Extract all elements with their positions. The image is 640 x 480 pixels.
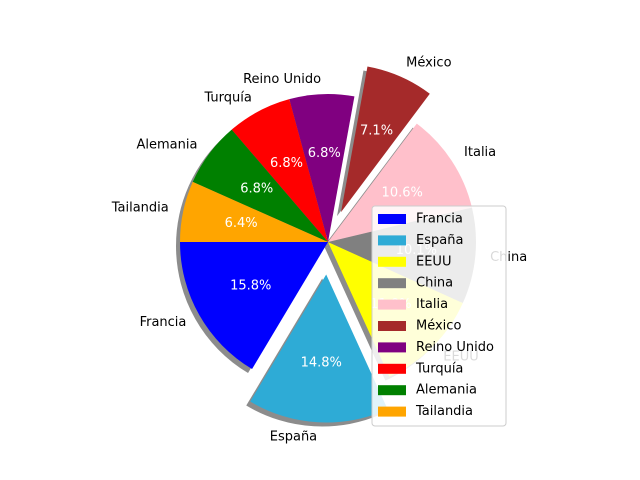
category-label-italia: Italia	[464, 145, 496, 160]
pie-slice-turquia	[231, 99, 328, 242]
category-label-turquia: Turquía	[203, 91, 251, 106]
category-label-alemania: Alemania	[136, 137, 197, 152]
legend-swatch-italia	[378, 299, 406, 310]
category-label-francia: Francia	[140, 315, 187, 330]
category-label-mexico: México	[406, 55, 451, 70]
legend-swatch-turquia	[378, 363, 406, 374]
legend-swatch-tailandia	[378, 406, 406, 417]
category-label-reino-unido: Reino Unido	[243, 72, 321, 87]
legend-swatch-alemania	[378, 385, 406, 396]
category-label-tailandia: Tailandia	[111, 201, 169, 216]
legend-label-eeuu: EEUU	[416, 254, 451, 269]
legend-label-mexico: México	[416, 319, 461, 334]
legend-label-reino-unido: Reino Unido	[416, 340, 494, 355]
legend-swatch-eeuu	[378, 256, 406, 267]
pie-slice-alemania	[192, 129, 328, 242]
legend-label-italia: Italia	[416, 297, 448, 312]
percent-label-espana: 14.8%	[301, 356, 342, 371]
legend-swatch-reino-unido	[378, 342, 406, 353]
percent-label-turquia: 6.8%	[270, 156, 303, 171]
pie-slice-francia	[180, 242, 328, 370]
pie-slice-tailandia	[180, 181, 328, 242]
legend-swatch-espana	[378, 235, 406, 246]
percent-label-reino-unido: 6.8%	[308, 146, 341, 161]
percent-label-italia: 10.6%	[382, 186, 423, 201]
pie-slice-mexico	[341, 66, 430, 213]
pie-slice-espana	[250, 274, 388, 423]
legend-label-tailandia: Tailandia	[415, 404, 473, 419]
pie-slice-reino-unido	[289, 94, 355, 242]
legend-label-china: China	[416, 276, 453, 291]
category-label-espana: España	[270, 430, 317, 445]
legend-swatch-mexico	[378, 321, 406, 331]
legend-label-turquia: Turquía	[415, 361, 463, 376]
percent-label-alemania: 6.8%	[240, 181, 273, 196]
legend: Francia España EEUU China Italia México Reino …	[371, 205, 507, 427]
percent-label-mexico: 7.1%	[360, 123, 393, 138]
percent-label-tailandia: 6.4%	[225, 216, 258, 231]
legend-swatch-china	[378, 278, 406, 289]
legend-label-espana: España	[416, 233, 463, 248]
legend-swatch-francia	[378, 214, 406, 224]
percent-label-francia: 15.8%	[230, 278, 271, 293]
legend-label-alemania: Alemania	[416, 383, 477, 398]
legend-label-francia: Francia	[416, 212, 463, 227]
